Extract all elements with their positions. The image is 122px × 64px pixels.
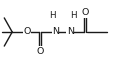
Text: H: H xyxy=(70,12,76,20)
Text: N: N xyxy=(67,28,74,36)
Text: O: O xyxy=(82,8,89,17)
Text: O: O xyxy=(37,47,44,56)
Text: N: N xyxy=(52,28,59,36)
Text: O: O xyxy=(23,28,30,36)
Text: H: H xyxy=(49,12,56,20)
